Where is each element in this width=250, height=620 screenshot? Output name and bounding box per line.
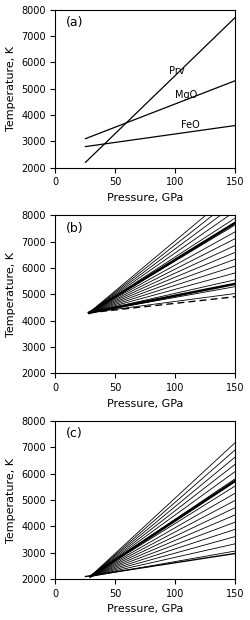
Text: MgO: MgO [175, 90, 198, 100]
Text: (c): (c) [66, 427, 83, 440]
X-axis label: Pressure, GPa: Pressure, GPa [107, 399, 184, 409]
Text: (b): (b) [66, 221, 84, 234]
Y-axis label: Temperature, K: Temperature, K [6, 458, 16, 542]
Text: Prv: Prv [169, 66, 185, 76]
Y-axis label: Temperature, K: Temperature, K [6, 252, 16, 337]
Y-axis label: Temperature, K: Temperature, K [6, 46, 16, 131]
Text: (a): (a) [66, 16, 84, 29]
X-axis label: Pressure, GPa: Pressure, GPa [107, 604, 184, 614]
Text: FeO: FeO [181, 120, 200, 130]
X-axis label: Pressure, GPa: Pressure, GPa [107, 193, 184, 203]
